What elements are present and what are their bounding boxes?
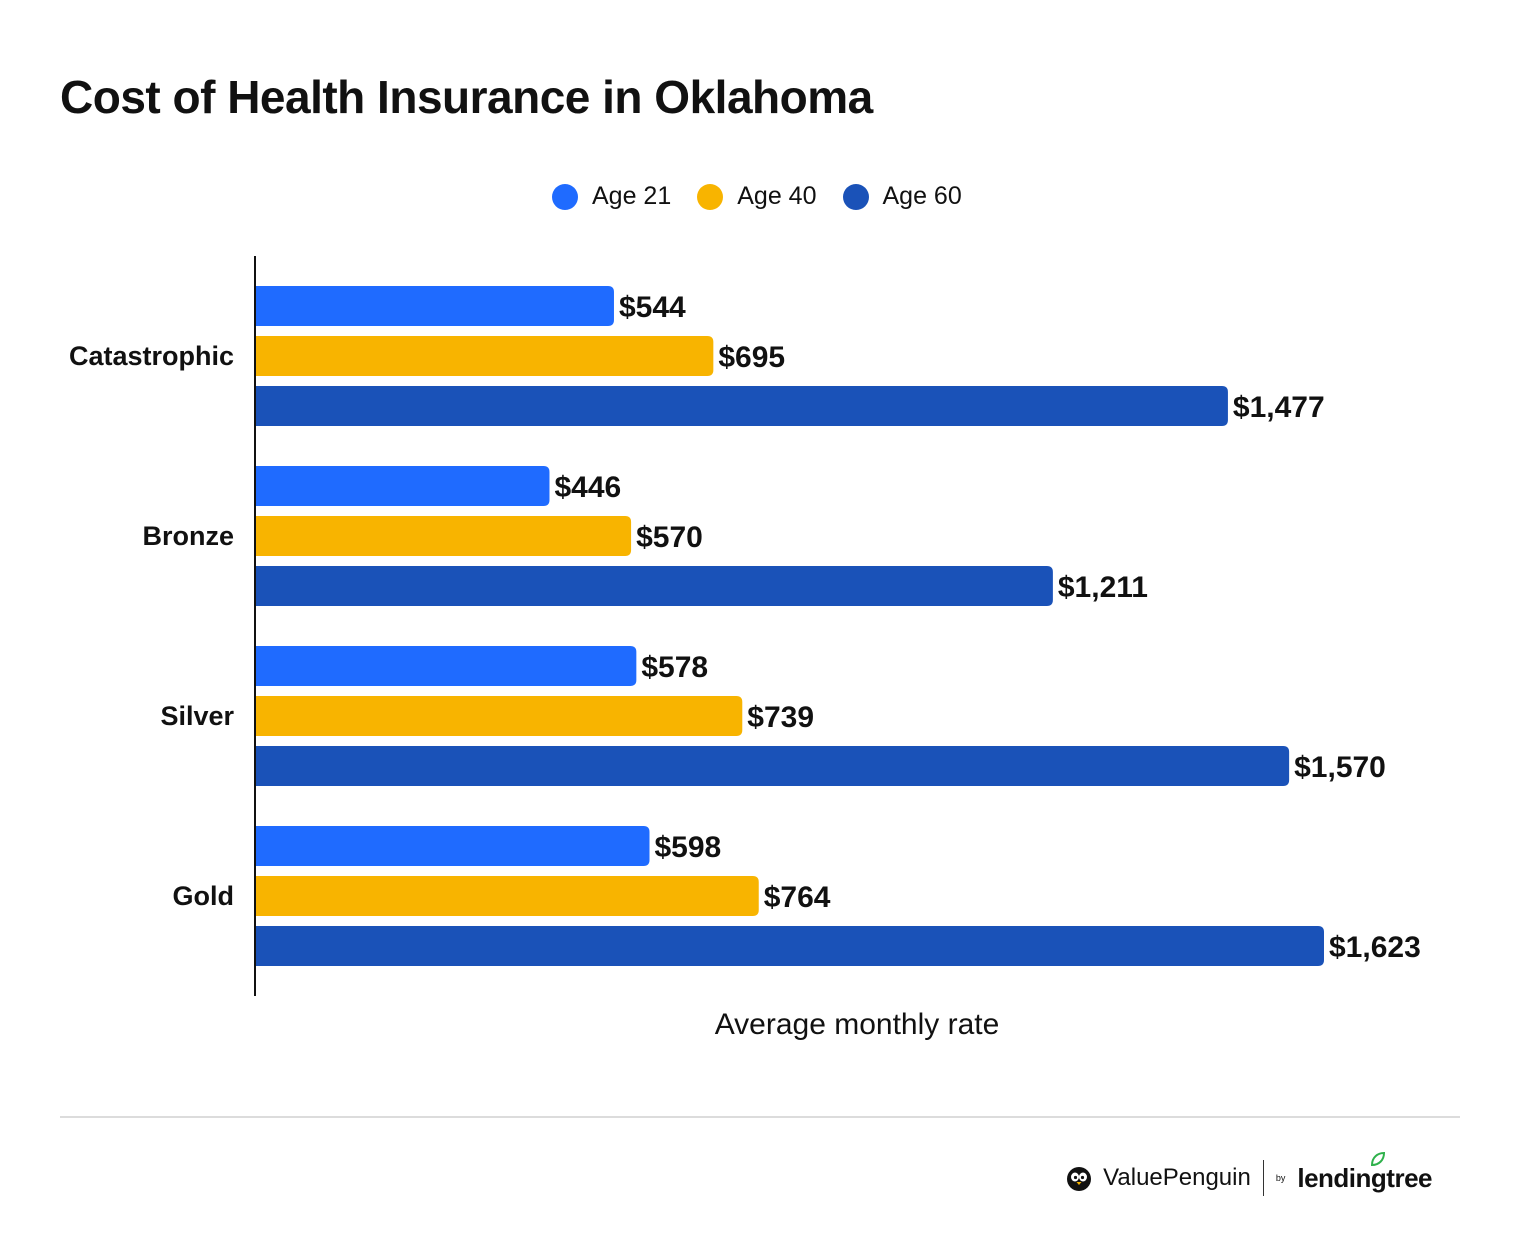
bar-age-21 [256,466,550,506]
legend-label-age-40: Age 40 [737,182,817,210]
category-label: Silver [160,701,234,731]
data-label: $598 [655,831,722,864]
data-label: $1,211 [1058,571,1148,604]
legend-item-age-60: Age 60 [842,182,962,211]
legend-label-age-21: Age 21 [592,182,672,210]
bar-age-40 [256,516,632,556]
bar-age-40 [256,336,714,376]
data-label: $446 [554,471,621,504]
data-label: $739 [747,701,814,734]
bar-age-40 [256,696,743,736]
data-label: $1,477 [1233,391,1325,424]
penguin-icon [1067,1167,1092,1191]
data-label: $570 [636,521,703,554]
legend-item-age-40: Age 40 [697,182,817,211]
legend: Age 21 Age 40 Age 60 [552,182,962,211]
category-label: Gold [173,881,235,911]
data-label: $764 [764,881,831,914]
data-label: $578 [641,651,708,684]
legend-swatch-age-60 [842,183,869,210]
legend-swatch-age-21 [552,183,578,210]
x-axis-label: Average monthly rate [714,1008,1000,1041]
data-label: $695 [718,341,785,374]
footer-divider [60,1116,1460,1118]
bar-age-21 [256,286,614,326]
leaf-icon [1370,1151,1386,1166]
bar-age-60 [256,386,1228,426]
branding: ValuePenguin by lendingtree [1065,1151,1432,1196]
bar-age-60 [256,566,1053,606]
bar-age-60 [256,926,1324,966]
data-label: $1,570 [1294,751,1386,784]
chart-title: Cost of Health Insurance in Oklahoma [60,71,873,123]
legend-item-age-21: Age 21 [552,182,671,211]
bar-age-21 [256,826,650,866]
data-label: $544 [619,291,686,324]
data-label: $1,623 [1329,931,1421,964]
bar-chart: Catastrophic $544 $695 $1,477 Bronze $446 $570… [69,256,1421,996]
legend-swatch-age-40 [697,183,724,210]
bar-age-40 [256,876,759,916]
valuepenguin-wordmark: ValuePenguin [1103,1164,1251,1191]
brand-separator [1262,1160,1264,1196]
bar-age-21 [256,646,637,686]
category-label: Bronze [142,521,234,551]
by-text: by [1275,1173,1286,1183]
bar-age-60 [256,746,1290,786]
category-label: Catastrophic [69,341,234,371]
lendingtree-wordmark: lendingtree [1297,1151,1432,1194]
legend-label-age-60: Age 60 [882,182,962,210]
lendingtree-text: lendingtree [1297,1162,1432,1193]
